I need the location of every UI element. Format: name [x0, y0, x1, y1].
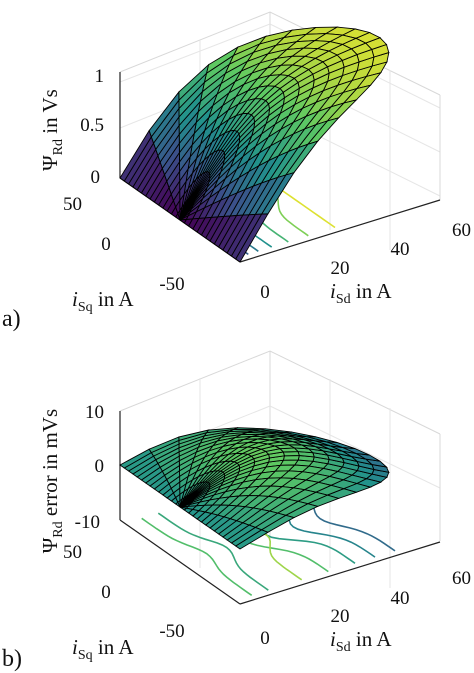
- x-tick-label: -50: [159, 621, 184, 642]
- surface-mesh-b: [119, 427, 390, 550]
- z-axis-label: ΨRd error in mVs: [38, 409, 66, 553]
- contour-line: [141, 517, 253, 596]
- y-tick-label: 60: [452, 220, 471, 241]
- x-tick-label: 0: [101, 234, 111, 255]
- y-tick-label: 20: [331, 258, 350, 279]
- z-axis-label: ΨRd in Vs: [38, 89, 66, 171]
- z-tick-label: 10: [85, 402, 104, 423]
- y-tick-label: 40: [391, 239, 410, 260]
- surface-patch: [178, 218, 188, 224]
- surface-plot-b: -10 0 10 50 0 -50 0 20 40 60 ΨRd error i…: [2, 350, 471, 672]
- y-tick-label: 60: [452, 568, 471, 589]
- contour-line: [157, 512, 269, 591]
- y-tick-label: 0: [260, 282, 270, 303]
- x-tick-label: 0: [101, 582, 111, 603]
- z-tick-label: 0.5: [80, 115, 104, 136]
- x-axis-label: iSq in A: [72, 635, 134, 663]
- x-tick-label: 50: [63, 542, 82, 563]
- x-axis-label: iSq in A: [72, 287, 134, 315]
- surface-plot-a: 0 0.5 1 50 0 -50 0 20 40 60 ΨRd in Vs iS…: [2, 11, 471, 332]
- y-tick-label: 0: [260, 628, 270, 649]
- z-tick-label: -10: [75, 512, 100, 533]
- chart-panel-a: 0 0.5 1 50 0 -50 0 20 40 60 ΨRd in Vs iS…: [0, 0, 474, 336]
- surface-patch: [179, 506, 188, 511]
- surface-patch: [119, 448, 152, 469]
- surface-mesh-a: [119, 26, 390, 263]
- chart-panel-b: -10 0 10 50 0 -50 0 20 40 60 ΨRd error i…: [0, 336, 474, 673]
- surface-patch: [119, 129, 152, 182]
- z-tick-label: 0: [95, 456, 105, 477]
- y-axis-label: iSd in A: [330, 627, 392, 655]
- z-tick-label: 0: [91, 167, 101, 188]
- z-tick-label: 1: [95, 66, 105, 87]
- panel-label-b: b): [2, 646, 22, 672]
- y-axis-label: iSd in A: [330, 279, 392, 307]
- y-tick-label: 20: [331, 606, 350, 627]
- y-tick-label: 40: [391, 588, 410, 609]
- x-tick-label: 50: [63, 194, 82, 215]
- x-tick-label: -50: [159, 274, 184, 295]
- panel-label-a: a): [2, 306, 21, 332]
